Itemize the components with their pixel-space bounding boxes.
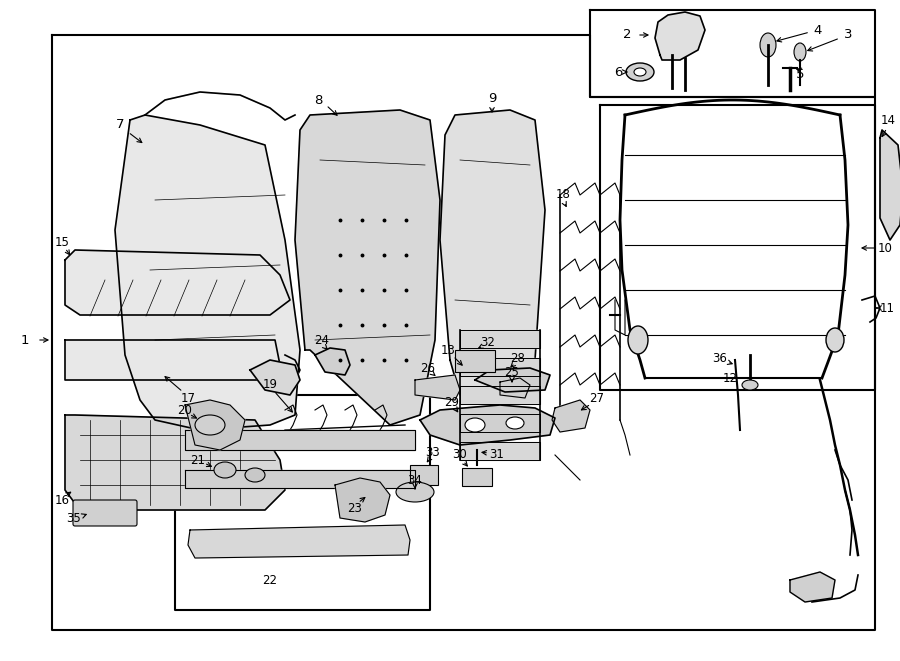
Polygon shape — [65, 415, 285, 510]
Text: 36: 36 — [713, 352, 727, 364]
Text: 28: 28 — [510, 352, 526, 364]
Ellipse shape — [626, 63, 654, 81]
Polygon shape — [440, 110, 545, 395]
Polygon shape — [460, 330, 540, 348]
Ellipse shape — [214, 462, 236, 478]
Polygon shape — [475, 368, 550, 392]
Ellipse shape — [195, 415, 225, 435]
Text: 6: 6 — [614, 65, 622, 79]
Polygon shape — [790, 572, 835, 602]
Polygon shape — [655, 12, 705, 60]
Text: 14: 14 — [880, 114, 896, 126]
Ellipse shape — [628, 326, 648, 354]
Ellipse shape — [794, 43, 806, 61]
Polygon shape — [115, 115, 300, 430]
Ellipse shape — [826, 328, 844, 352]
Text: 32: 32 — [481, 336, 495, 348]
Text: 18: 18 — [555, 188, 571, 202]
Text: 11: 11 — [879, 301, 895, 315]
Ellipse shape — [465, 418, 485, 432]
Text: 1: 1 — [21, 334, 29, 346]
Text: 7: 7 — [116, 118, 124, 132]
Polygon shape — [250, 360, 300, 395]
Bar — [462, 468, 492, 486]
Ellipse shape — [245, 468, 265, 482]
Text: 12: 12 — [723, 371, 737, 385]
Polygon shape — [65, 250, 290, 315]
Text: 34: 34 — [408, 473, 422, 486]
Text: 5: 5 — [796, 69, 805, 81]
Text: 13: 13 — [441, 344, 455, 356]
Text: 20: 20 — [177, 403, 193, 416]
Polygon shape — [420, 405, 555, 445]
Bar — [410, 465, 438, 485]
Text: 10: 10 — [878, 241, 893, 254]
Polygon shape — [415, 375, 460, 400]
Text: 19: 19 — [263, 379, 277, 391]
Polygon shape — [500, 378, 530, 398]
Polygon shape — [880, 130, 900, 240]
Text: 3: 3 — [844, 28, 852, 42]
FancyBboxPatch shape — [73, 500, 137, 526]
Text: 23: 23 — [347, 502, 363, 514]
Text: 30: 30 — [453, 449, 467, 461]
Polygon shape — [315, 348, 350, 375]
Polygon shape — [460, 386, 540, 404]
Text: 27: 27 — [590, 391, 605, 405]
Polygon shape — [65, 340, 280, 380]
Text: 25: 25 — [505, 366, 519, 379]
Polygon shape — [335, 478, 390, 522]
Ellipse shape — [760, 33, 776, 57]
Text: 15: 15 — [55, 235, 69, 249]
Text: 17: 17 — [181, 391, 195, 405]
Text: 9: 9 — [488, 91, 496, 104]
Text: 26: 26 — [420, 362, 436, 375]
Polygon shape — [185, 430, 415, 450]
Text: 8: 8 — [314, 93, 322, 106]
Ellipse shape — [506, 417, 524, 429]
Polygon shape — [460, 442, 540, 460]
Text: 29: 29 — [445, 395, 460, 408]
Polygon shape — [460, 414, 540, 432]
Text: 21: 21 — [191, 453, 205, 467]
Polygon shape — [185, 470, 415, 488]
Ellipse shape — [742, 380, 758, 390]
Polygon shape — [185, 400, 245, 450]
Text: 2: 2 — [623, 28, 631, 42]
Text: 35: 35 — [67, 512, 81, 524]
Text: 22: 22 — [263, 574, 277, 586]
Ellipse shape — [396, 482, 434, 502]
Text: 31: 31 — [490, 449, 504, 461]
Polygon shape — [145, 92, 295, 120]
Polygon shape — [460, 358, 540, 376]
Ellipse shape — [634, 68, 646, 76]
Polygon shape — [552, 400, 590, 432]
Text: 24: 24 — [314, 334, 329, 346]
Polygon shape — [188, 525, 410, 558]
Text: 33: 33 — [426, 446, 440, 459]
Text: 4: 4 — [814, 24, 823, 36]
Polygon shape — [295, 110, 440, 425]
Text: 16: 16 — [55, 494, 69, 506]
Bar — [455, 350, 495, 372]
